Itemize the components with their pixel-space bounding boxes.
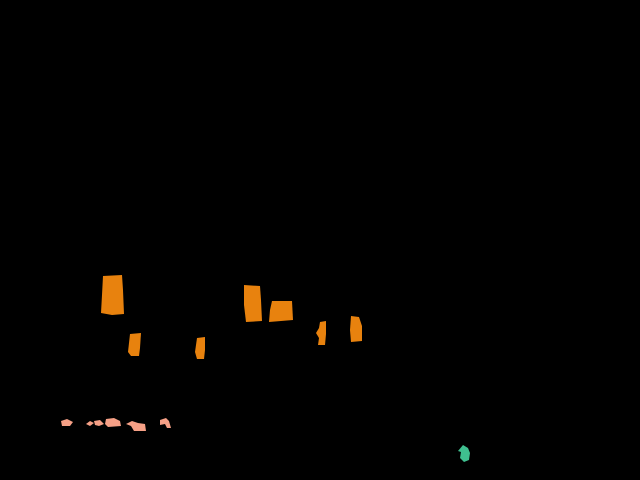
salmon-segment <box>61 419 73 426</box>
orange-segment <box>350 316 362 342</box>
salmon-segment <box>86 421 94 426</box>
teal-segment <box>458 445 470 462</box>
orange-segment <box>101 275 124 315</box>
salmon-segments <box>61 418 171 431</box>
orange-segment <box>269 301 293 322</box>
orange-segment <box>195 337 205 359</box>
salmon-segment <box>126 421 146 431</box>
orange-segment <box>244 285 262 322</box>
orange-segment <box>316 321 326 345</box>
orange-segment <box>128 333 141 356</box>
salmon-segment <box>94 420 104 426</box>
orange-segments <box>101 275 362 359</box>
salmon-segment <box>105 418 121 427</box>
teal-segments <box>458 445 470 462</box>
salmon-segment <box>160 418 171 428</box>
